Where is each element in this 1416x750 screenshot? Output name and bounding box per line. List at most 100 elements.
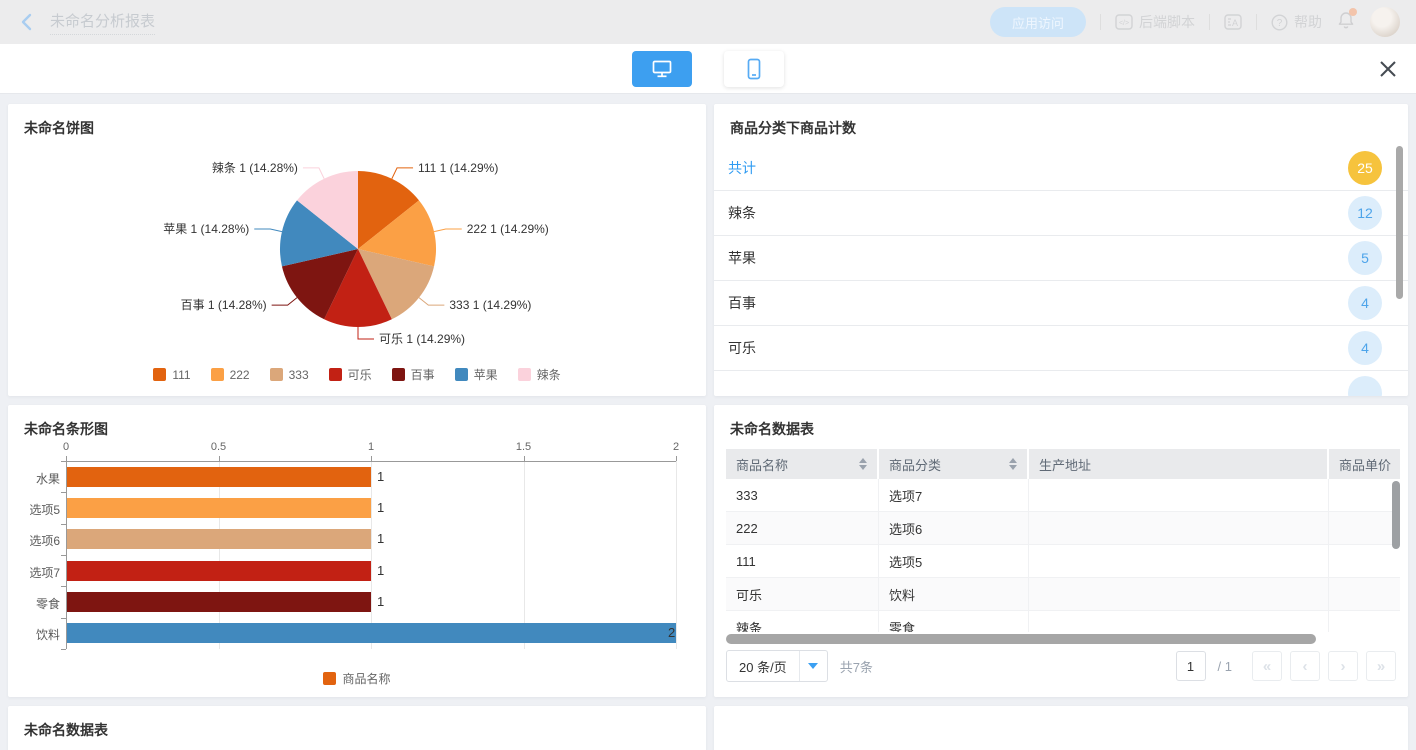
count-row[interactable]: 辣条 12 <box>714 191 1408 236</box>
legend-item-222[interactable]: 222 <box>210 366 250 383</box>
bar-chart[interactable]: 0 0.5 1 1.5 2 水果 1 选项5 1 选项6 1 选项7 1 零食 1 饮料 2 <box>8 439 706 654</box>
legend-label: 333 <box>288 367 309 382</box>
gridline <box>371 461 372 649</box>
column-header-label: 生产地址 <box>1039 457 1092 473</box>
sort-icon[interactable] <box>859 458 867 470</box>
legend-item-333[interactable]: 333 <box>269 366 309 383</box>
last-page-button[interactable]: » <box>1366 651 1396 681</box>
axis-tick <box>523 456 525 461</box>
mobile-preview-button[interactable] <box>724 50 784 87</box>
chevron-down-icon <box>808 663 819 669</box>
page-size-select[interactable]: 20 条/页 <box>726 650 828 682</box>
table-row[interactable]: 111 选项5 <box>726 545 1400 578</box>
pie-legend: 111 222 333 可乐 百事 苹果 辣条 <box>8 366 706 383</box>
first-page-button[interactable]: « <box>1252 651 1282 681</box>
legend-item-辣条[interactable]: 辣条 <box>517 366 561 383</box>
table-row[interactable]: 可乐 饮料 <box>726 578 1400 611</box>
count-row[interactable]: 共计 25 <box>714 146 1408 191</box>
pie-slice-百事[interactable] <box>281 249 358 320</box>
legend-item-可乐[interactable]: 可乐 <box>328 366 372 383</box>
pie-slice-333[interactable] <box>358 249 435 320</box>
app-access-button[interactable]: 应用访问 <box>989 7 1086 37</box>
table-row[interactable]: 333 选项7 <box>726 479 1400 512</box>
legend-item-百事[interactable]: 百事 <box>391 366 435 383</box>
column-header-商品单价[interactable]: 商品单价 <box>1329 449 1400 479</box>
pie-slice-222[interactable] <box>358 200 436 267</box>
legend-item-111[interactable]: 111 <box>153 366 191 383</box>
category-label: 选项6 <box>29 534 60 549</box>
pie-slice-苹果[interactable] <box>280 200 358 267</box>
table-cell <box>1329 578 1400 611</box>
table-row[interactable]: 222 选项6 <box>726 512 1400 545</box>
count-row[interactable]: 可乐 4 <box>714 326 1408 371</box>
bar-选项5[interactable] <box>67 498 371 518</box>
app-header: 未命名分析报表 应用访问 </> 后端脚本 A ? 帮助 <box>0 0 1416 44</box>
axis-tick-label: 1 <box>367 441 375 453</box>
pie-slice-111[interactable] <box>358 171 419 249</box>
card-title: 未命名数据表 <box>730 421 814 437</box>
bar-饮料[interactable] <box>67 623 676 644</box>
pie-slice-辣条[interactable] <box>297 171 358 249</box>
count-badge: 12 <box>1348 196 1382 230</box>
pie-chart[interactable]: 111 1 (14.29%) 222 1 (14.29%) 333 1 (14.29… <box>8 104 706 364</box>
legend-swatch <box>454 368 468 381</box>
table-row[interactable]: 辣条 零食 <box>726 611 1400 632</box>
table-horizontal-scrollbar[interactable] <box>726 634 1316 644</box>
prev-page-button[interactable]: ‹ <box>1290 651 1320 681</box>
data-table-card-2: 未命名数据表 <box>8 706 706 750</box>
count-badge: 4 <box>1348 286 1382 320</box>
notifications-button[interactable] <box>1336 7 1357 35</box>
pie-slice-可乐[interactable] <box>324 249 392 327</box>
legend-item-苹果[interactable]: 苹果 <box>454 366 498 383</box>
help-button[interactable]: ? 帮助 <box>1271 12 1322 32</box>
category-tick <box>61 555 66 556</box>
close-preview-button[interactable] <box>1376 57 1400 81</box>
bar-选项6[interactable] <box>67 529 371 550</box>
axis-tick <box>676 456 677 461</box>
pie-label: 111 1 (14.29%) <box>418 161 498 175</box>
back-button[interactable] <box>16 12 36 32</box>
field-map-button[interactable]: A <box>1224 14 1242 30</box>
bar-水果[interactable] <box>67 466 371 487</box>
axis-tick-label: 1.5 <box>515 441 532 453</box>
axis-tick-label: 2 <box>672 441 680 453</box>
preview-toolbar <box>0 44 1416 94</box>
count-row[interactable] <box>714 371 1408 396</box>
avatar[interactable] <box>1370 7 1400 37</box>
sort-asc-arrow <box>859 458 867 463</box>
count-row[interactable]: 苹果 5 <box>714 236 1408 281</box>
count-row-label: 百事 <box>728 295 756 311</box>
report-title[interactable]: 未命名分析报表 <box>50 10 156 35</box>
count-row-label: 共计 <box>728 160 756 176</box>
column-header-商品分类[interactable]: 商品分类 <box>879 449 1029 479</box>
close-icon <box>1380 61 1396 77</box>
axis-tick <box>371 456 372 461</box>
count-badge: 4 <box>1348 331 1382 365</box>
category-tick <box>61 492 66 494</box>
backend-script-button[interactable]: </> 后端脚本 <box>1115 12 1195 32</box>
scrollbar-thumb[interactable] <box>1396 146 1403 299</box>
pie-label: 辣条 1 (14.28%) <box>212 161 298 175</box>
next-page-button[interactable]: › <box>1328 651 1358 681</box>
table-cell <box>1329 479 1400 512</box>
pie-label-line <box>271 297 298 306</box>
count-row[interactable]: 百事 4 <box>714 281 1408 326</box>
table-cell <box>1029 611 1329 632</box>
sort-icon[interactable] <box>1009 458 1017 470</box>
bar-零食[interactable] <box>67 592 371 612</box>
axis-tick <box>66 456 67 461</box>
desktop-preview-button[interactable] <box>632 50 692 87</box>
notification-dot <box>1349 7 1357 16</box>
bar-选项7[interactable] <box>67 560 371 581</box>
pie-label: 222 1 (14.29%) <box>467 222 549 236</box>
category-tick <box>61 523 66 525</box>
legend-item-商品名称[interactable]: 商品名称 <box>323 670 391 687</box>
column-header-商品名称[interactable]: 商品名称 <box>726 449 879 479</box>
column-header-生产地址[interactable]: 生产地址 <box>1029 449 1329 479</box>
category-tick <box>61 617 66 619</box>
page-number-input[interactable]: 1 <box>1175 651 1206 681</box>
pie-label-line <box>254 228 283 233</box>
column-header-label: 商品单价 <box>1339 457 1392 473</box>
table-vertical-scrollbar[interactable] <box>1392 481 1400 549</box>
card-title: 未命名条形图 <box>24 421 108 437</box>
